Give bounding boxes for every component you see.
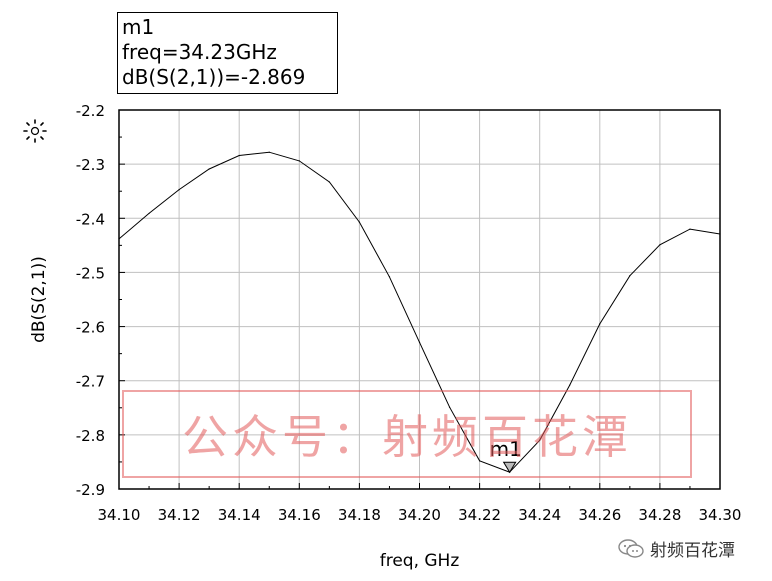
y-tick-label: -2.5: [76, 264, 105, 282]
data-point: [418, 341, 421, 343]
x-tick-label: 34.26: [578, 506, 621, 524]
y-axis-label: dB(S(2,1)): [29, 256, 49, 343]
watermark-text: 公众号：射频百花潭: [182, 410, 632, 464]
data-point: [268, 151, 270, 153]
y-tick-label: -2.9: [76, 481, 105, 499]
x-tick-label: 34.16: [278, 506, 321, 524]
data-point: [719, 233, 721, 235]
data-point: [659, 244, 661, 246]
corner-logo-text: 射频百花潭: [650, 541, 735, 561]
x-tick-label: 34.10: [98, 506, 141, 524]
y-tick-label: -2.4: [76, 210, 105, 228]
x-axis-label: freq, GHz: [380, 551, 460, 571]
y-tick-label: -2.3: [76, 156, 105, 174]
data-point: [689, 228, 691, 230]
marker-readout-box[interactable]: m1 freq=34.23GHz dB(S(2,1))=-2.869: [117, 12, 338, 94]
marker-name: m1: [122, 15, 155, 39]
data-point: [148, 212, 150, 215]
marker-freq: freq=34.23GHz: [122, 40, 277, 64]
data-point: [569, 384, 571, 386]
tick-marks: [118, 109, 721, 490]
data-point: [358, 221, 360, 223]
data-point: [448, 406, 451, 408]
wechat-icon: [618, 538, 644, 558]
x-tick-label: 34.12: [158, 506, 201, 524]
marker-triangle-icon[interactable]: [502, 461, 517, 474]
x-tick-label: 34.28: [638, 506, 681, 524]
data-point: [118, 238, 120, 240]
data-point: [238, 154, 240, 157]
x-tick-labels: 34.10 34.12 34.14 34.16 34.18 34.20 34.22 34.24…: [98, 506, 742, 524]
x-tick-label: 34.20: [398, 506, 441, 524]
x-tick-label: 34.24: [518, 506, 561, 524]
corner-logo: 射频百花潭: [618, 536, 735, 561]
data-point: [208, 168, 210, 170]
y-tick-label: -2.2: [76, 102, 105, 120]
x-tick-label: 34.14: [218, 506, 261, 524]
data-point: [298, 160, 300, 162]
sun-icon[interactable]: [22, 118, 48, 144]
data-point: [539, 439, 541, 441]
series-points: [118, 151, 721, 473]
data-point: [388, 276, 391, 278]
x-tick-label: 34.30: [699, 506, 742, 524]
y-tick-label: -2.7: [76, 373, 105, 391]
data-point: [479, 460, 481, 462]
y-tick-label: -2.8: [76, 427, 105, 445]
y-tick-label: -2.6: [76, 319, 105, 337]
x-tick-label: 34.18: [338, 506, 381, 524]
watermark-box: 公众号：射频百花潭: [122, 390, 692, 478]
x-tick-label: 34.22: [458, 506, 501, 524]
data-point: [599, 323, 601, 325]
y-tick-labels: -2.2 -2.3 -2.4 -2.5 -2.6 -2.7 -2.8 -2.9: [76, 102, 105, 499]
data-point: [328, 181, 330, 183]
marker-value: dB(S(2,1))=-2.869: [122, 65, 306, 89]
marker-label: m1: [490, 437, 522, 461]
data-point: [629, 275, 631, 277]
data-point: [178, 188, 180, 191]
